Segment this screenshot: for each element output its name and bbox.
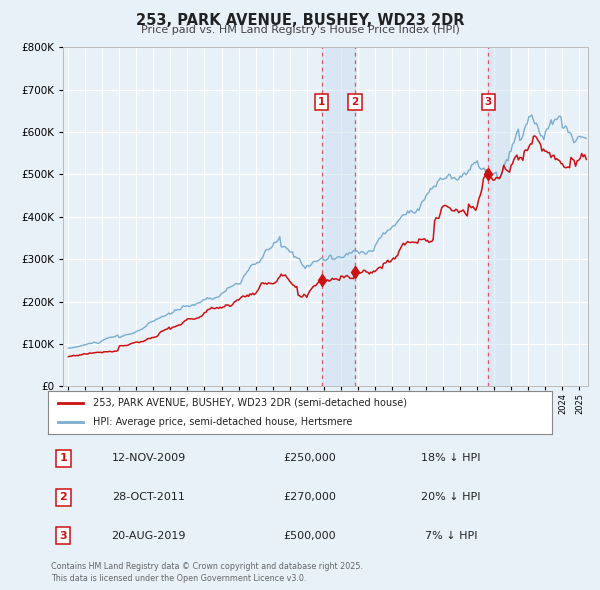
Text: 18% ↓ HPI: 18% ↓ HPI bbox=[421, 453, 481, 463]
Text: £500,000: £500,000 bbox=[284, 531, 337, 541]
Text: 253, PARK AVENUE, BUSHEY, WD23 2DR (semi-detached house): 253, PARK AVENUE, BUSHEY, WD23 2DR (semi… bbox=[94, 398, 407, 408]
Text: 1: 1 bbox=[59, 453, 67, 463]
Text: 12-NOV-2009: 12-NOV-2009 bbox=[112, 453, 186, 463]
Text: 20-AUG-2019: 20-AUG-2019 bbox=[112, 531, 186, 541]
Text: 2: 2 bbox=[352, 97, 359, 107]
Bar bbox=[322, 47, 355, 386]
Text: £270,000: £270,000 bbox=[284, 492, 337, 502]
Text: 3: 3 bbox=[484, 97, 492, 107]
Bar bbox=[488, 47, 509, 386]
Text: 20% ↓ HPI: 20% ↓ HPI bbox=[421, 492, 481, 502]
Text: 28-OCT-2011: 28-OCT-2011 bbox=[112, 492, 185, 502]
Text: 2: 2 bbox=[59, 492, 67, 502]
Text: Price paid vs. HM Land Registry's House Price Index (HPI): Price paid vs. HM Land Registry's House … bbox=[140, 25, 460, 35]
Text: 7% ↓ HPI: 7% ↓ HPI bbox=[425, 531, 478, 541]
Text: 253, PARK AVENUE, BUSHEY, WD23 2DR: 253, PARK AVENUE, BUSHEY, WD23 2DR bbox=[136, 13, 464, 28]
Text: £250,000: £250,000 bbox=[284, 453, 337, 463]
Text: 1: 1 bbox=[318, 97, 325, 107]
Text: Contains HM Land Registry data © Crown copyright and database right 2025.
This d: Contains HM Land Registry data © Crown c… bbox=[51, 562, 363, 583]
Text: 3: 3 bbox=[59, 531, 67, 541]
Text: HPI: Average price, semi-detached house, Hertsmere: HPI: Average price, semi-detached house,… bbox=[94, 417, 353, 427]
